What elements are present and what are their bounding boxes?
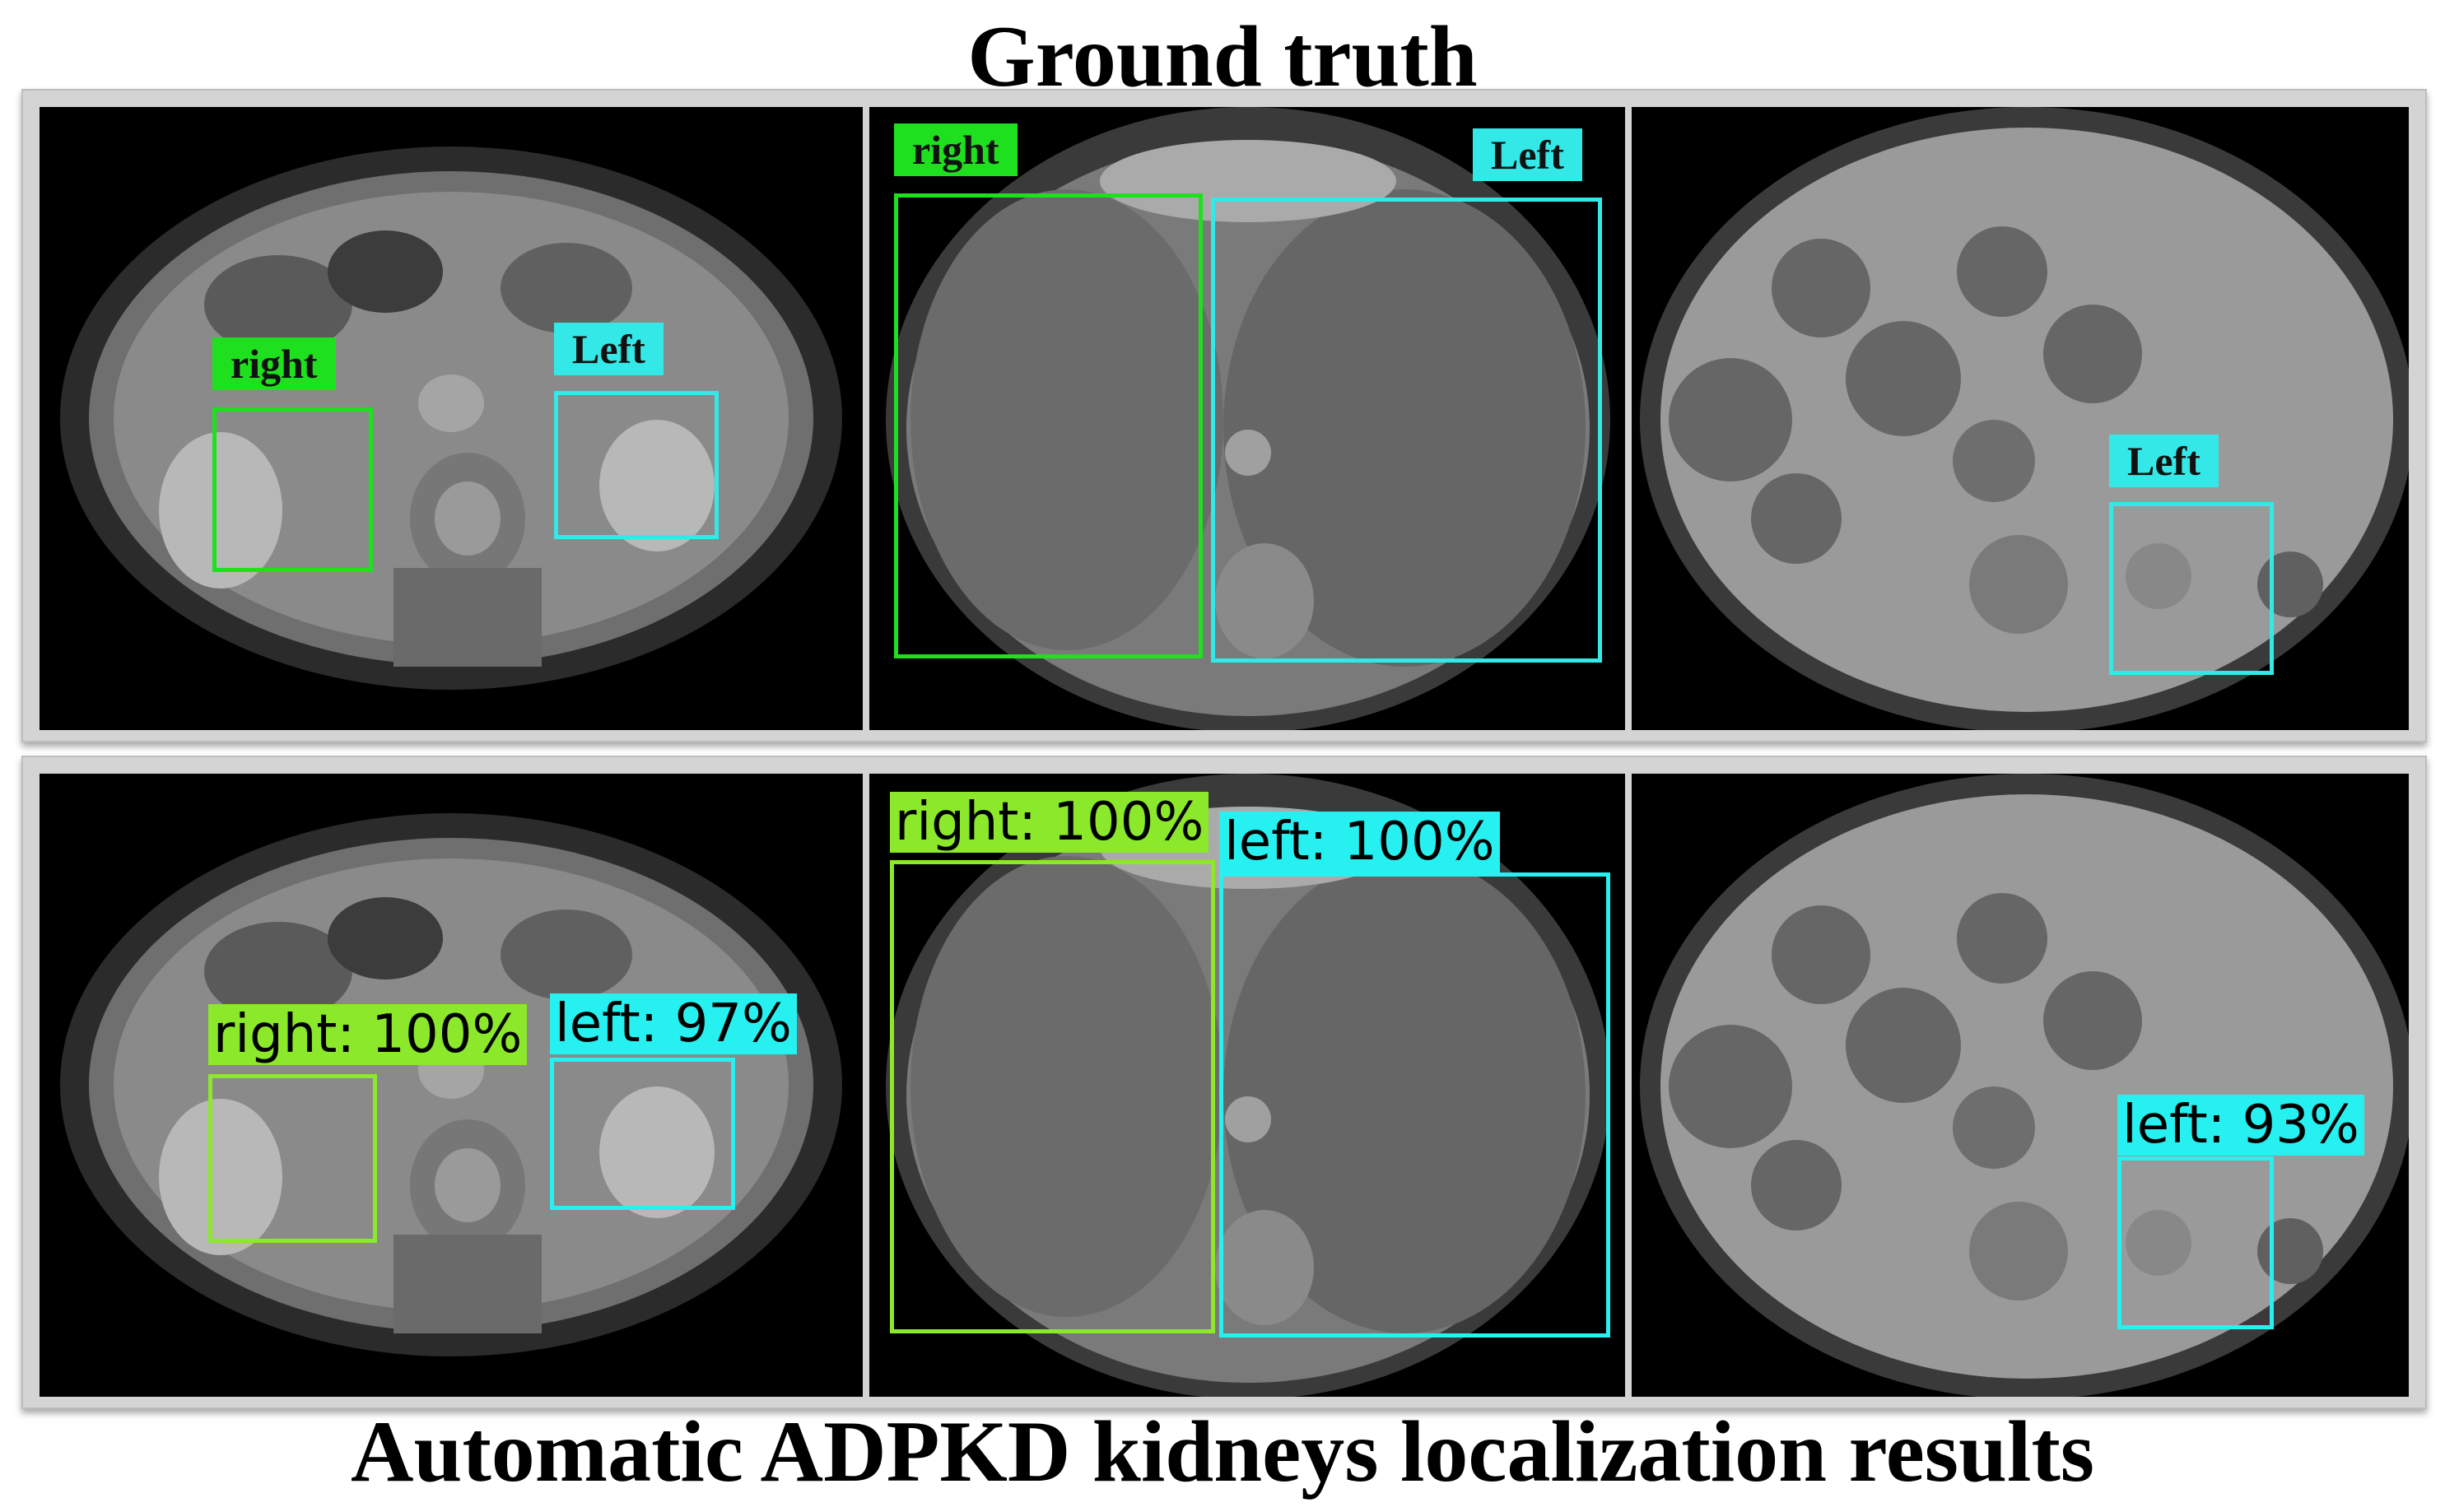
ct-scan-panel-1-ground-truth: right Left bbox=[40, 107, 863, 730]
ct-scan-image bbox=[886, 774, 1610, 1397]
ct-scan-image bbox=[1640, 774, 2409, 1397]
pred-left-kidney-box bbox=[1219, 872, 1610, 1338]
pred-right-label: right: 100% bbox=[890, 792, 1209, 853]
pred-left-label: left: 93% bbox=[2117, 1095, 2364, 1156]
ct-scan-panel-3-ground-truth: Left bbox=[1632, 107, 2409, 730]
ground-truth-row: right Left right Left bbox=[21, 89, 2427, 742]
ct-scan-panel-3-prediction: left: 93% bbox=[1632, 774, 2409, 1397]
ct-scan-image bbox=[60, 813, 842, 1356]
gt-right-label: right bbox=[212, 337, 336, 390]
pred-left-kidney-box bbox=[2117, 1156, 2274, 1329]
pred-left-label: left: 100% bbox=[1219, 812, 1500, 872]
gt-left-kidney-box bbox=[554, 391, 719, 539]
gt-right-kidney-box bbox=[894, 193, 1203, 658]
figure-title-ground-truth: Ground truth bbox=[967, 8, 1478, 105]
pred-left-kidney-box bbox=[550, 1058, 735, 1210]
figure-title-localization-results: Automatic ADPKD kidneys localization res… bbox=[350, 1403, 2095, 1500]
ct-scan-image bbox=[60, 147, 842, 690]
ct-scan-panel-2-ground-truth: right Left bbox=[869, 107, 1625, 730]
prediction-row: right: 100% left: 97% right: 100% left: … bbox=[21, 756, 2427, 1409]
gt-left-label: Left bbox=[1473, 128, 1582, 181]
pred-right-label: right: 100% bbox=[208, 1004, 528, 1065]
ct-scan-panel-2-prediction: right: 100% left: 100% bbox=[869, 774, 1625, 1397]
gt-right-label: right bbox=[894, 123, 1018, 176]
pred-right-kidney-box bbox=[208, 1074, 377, 1243]
ct-scan-panel-1-prediction: right: 100% left: 97% bbox=[40, 774, 863, 1397]
gt-left-kidney-box bbox=[2109, 502, 2274, 675]
gt-left-label: Left bbox=[554, 323, 664, 375]
ct-scan-image bbox=[886, 107, 1610, 730]
pred-left-label: left: 97% bbox=[550, 993, 797, 1054]
gt-right-kidney-box bbox=[212, 407, 373, 572]
gt-left-label: Left bbox=[2109, 435, 2219, 487]
gt-left-kidney-box bbox=[1211, 198, 1602, 663]
ct-scan-image bbox=[1640, 107, 2409, 730]
pred-right-kidney-box bbox=[890, 860, 1215, 1333]
